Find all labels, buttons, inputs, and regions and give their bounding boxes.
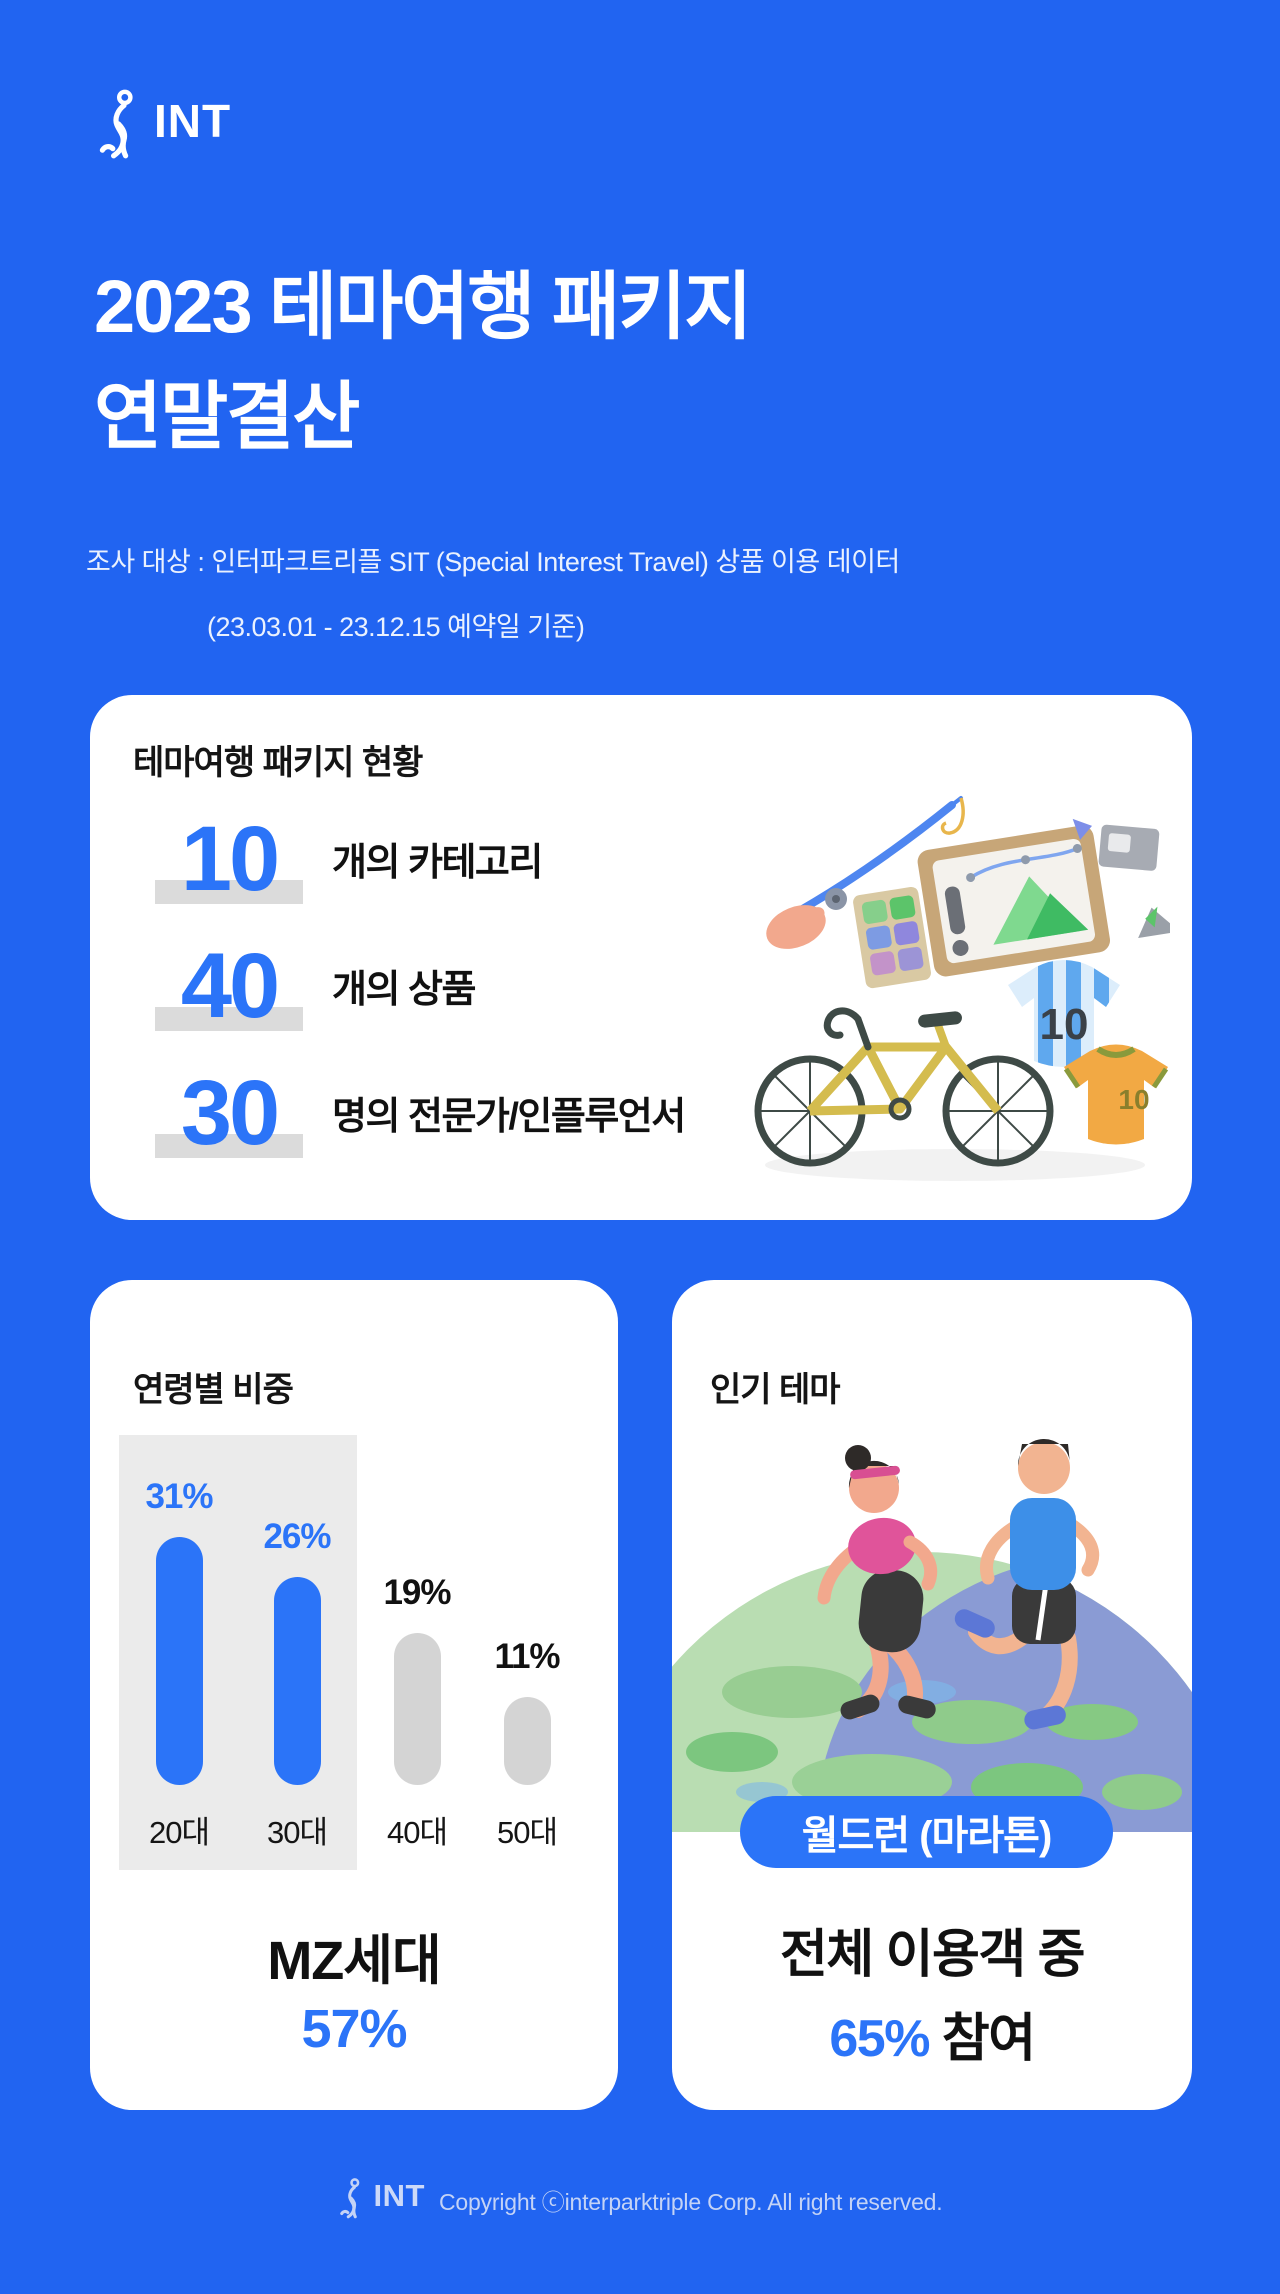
- stat-value: 30: [155, 1067, 303, 1159]
- bar-30s: [273, 1577, 321, 1785]
- stat-value: 40: [155, 940, 303, 1032]
- bar-50s: [503, 1697, 551, 1785]
- survey-scope-line1: 조사 대상 : 인터파크트리플 SIT (Special Interest Tr…: [86, 547, 900, 577]
- footer: INT Copyright ⓒinterparktriple Corp. All…: [0, 2176, 1280, 2224]
- bar-category-label: 50대: [496, 1815, 558, 1850]
- bar-category-label: 20대: [148, 1815, 210, 1850]
- bar-value-label: 31%: [145, 1477, 213, 1516]
- runner-logo-icon: [338, 2176, 366, 2224]
- runner-logo-icon: [96, 86, 144, 168]
- bar-category-label: 30대: [266, 1815, 328, 1850]
- hobby-items-illustration: 10 10: [752, 796, 1170, 1181]
- page-title-line2: 연말결산: [94, 375, 360, 458]
- overview-stats: 10 개의 카테고리 40 개의 상품 30 명의 전문가/인플루언서: [155, 795, 686, 1176]
- bar-20s: [155, 1537, 203, 1785]
- stat-label: 명의 전문가/인플루언서: [332, 1096, 686, 1138]
- bar-column-20s: 31% 20대: [119, 1477, 239, 1852]
- bar-value-label: 11%: [494, 1637, 560, 1676]
- fishing-rod-icon: [752, 796, 965, 949]
- participation-percent: 65%: [829, 2010, 930, 2068]
- age-card-title: 연령별 비중: [133, 1371, 294, 1409]
- page-title-line1: 2023 테마여행 패키지: [94, 265, 752, 348]
- globe-icon: [672, 1552, 1192, 1832]
- theme-participation-line: 65% 참여: [672, 1996, 1192, 2071]
- stat-row-products: 40 개의 상품: [155, 922, 685, 1049]
- jersey-icon: 10 10: [1008, 960, 1169, 1145]
- stat-row-categories: 10 개의 카테고리: [155, 795, 685, 922]
- bar-column-30s: 26% 30대: [237, 1517, 357, 1852]
- stat-value: 10: [155, 813, 303, 905]
- svg-text:10: 10: [1118, 1084, 1149, 1115]
- number-underline-bar: [155, 1006, 303, 1031]
- popular-theme-card: 인기 테마: [672, 1280, 1192, 2110]
- stat-row-experts: 30 명의 전문가/인플루언서: [155, 1049, 686, 1176]
- survey-scope-note: 조사 대상 : 인터파크트리플 SIT (Special Interest Tr…: [86, 530, 1086, 660]
- age-distribution-card: 연령별 비중 31% 20대 26% 30대 19% 40대 11% 50: [90, 1280, 618, 2110]
- age-bar-chart: 31% 20대 26% 30대 19% 40대 11% 50대: [119, 1435, 599, 1870]
- theme-card-title: 인기 테마: [710, 1371, 841, 1409]
- bar-40s: [393, 1633, 441, 1785]
- bar-column-50s: 11% 50대: [467, 1637, 587, 1852]
- bicycle-icon: [754, 1007, 1054, 1167]
- stat-label: 개의 카테고리: [332, 842, 543, 884]
- brand-logo: INT: [96, 86, 231, 168]
- stat-label: 개의 상품: [332, 969, 476, 1011]
- svg-text:10: 10: [1040, 1000, 1089, 1049]
- page-title: 2023 테마여행 패키지 연말결산: [94, 252, 1154, 472]
- number-underline-bar: [155, 879, 303, 904]
- footer-logo-text: INT: [373, 2178, 425, 2213]
- drawing-tablet-icon: [853, 818, 1170, 989]
- bar-category-label: 40대: [386, 1815, 448, 1850]
- theme-description-line: 전체 이용객 중: [780, 1926, 1085, 1984]
- survey-scope-line2: (23.03.01 - 23.12.15 예약일 기준): [207, 612, 585, 642]
- mz-generation-label: MZ세대: [267, 1931, 441, 1991]
- globe-runners-illustration: [672, 1439, 1192, 1832]
- woman-runner-icon: [817, 1445, 938, 1720]
- number-underline-bar: [155, 1133, 303, 1158]
- package-overview-card: 테마여행 패키지 현황 10 개의 카테고리 40 개의 상품 30: [90, 695, 1192, 1220]
- theme-badge: 월드런 (마라톤): [740, 1796, 1113, 1868]
- copyright-text: Copyright ⓒinterparktriple Corp. All rig…: [438, 2189, 943, 2215]
- overview-card-title: 테마여행 패키지 현황: [133, 744, 423, 782]
- participation-suffix: 참여: [928, 2010, 1036, 2068]
- brand-logo-text: INT: [154, 95, 232, 147]
- bar-column-40s: 19% 40대: [357, 1573, 477, 1852]
- man-runner-icon: [954, 1439, 1099, 1730]
- bar-value-label: 26%: [263, 1517, 331, 1556]
- mz-generation-value: 57%: [301, 1999, 407, 2059]
- bar-value-label: 19%: [383, 1573, 451, 1612]
